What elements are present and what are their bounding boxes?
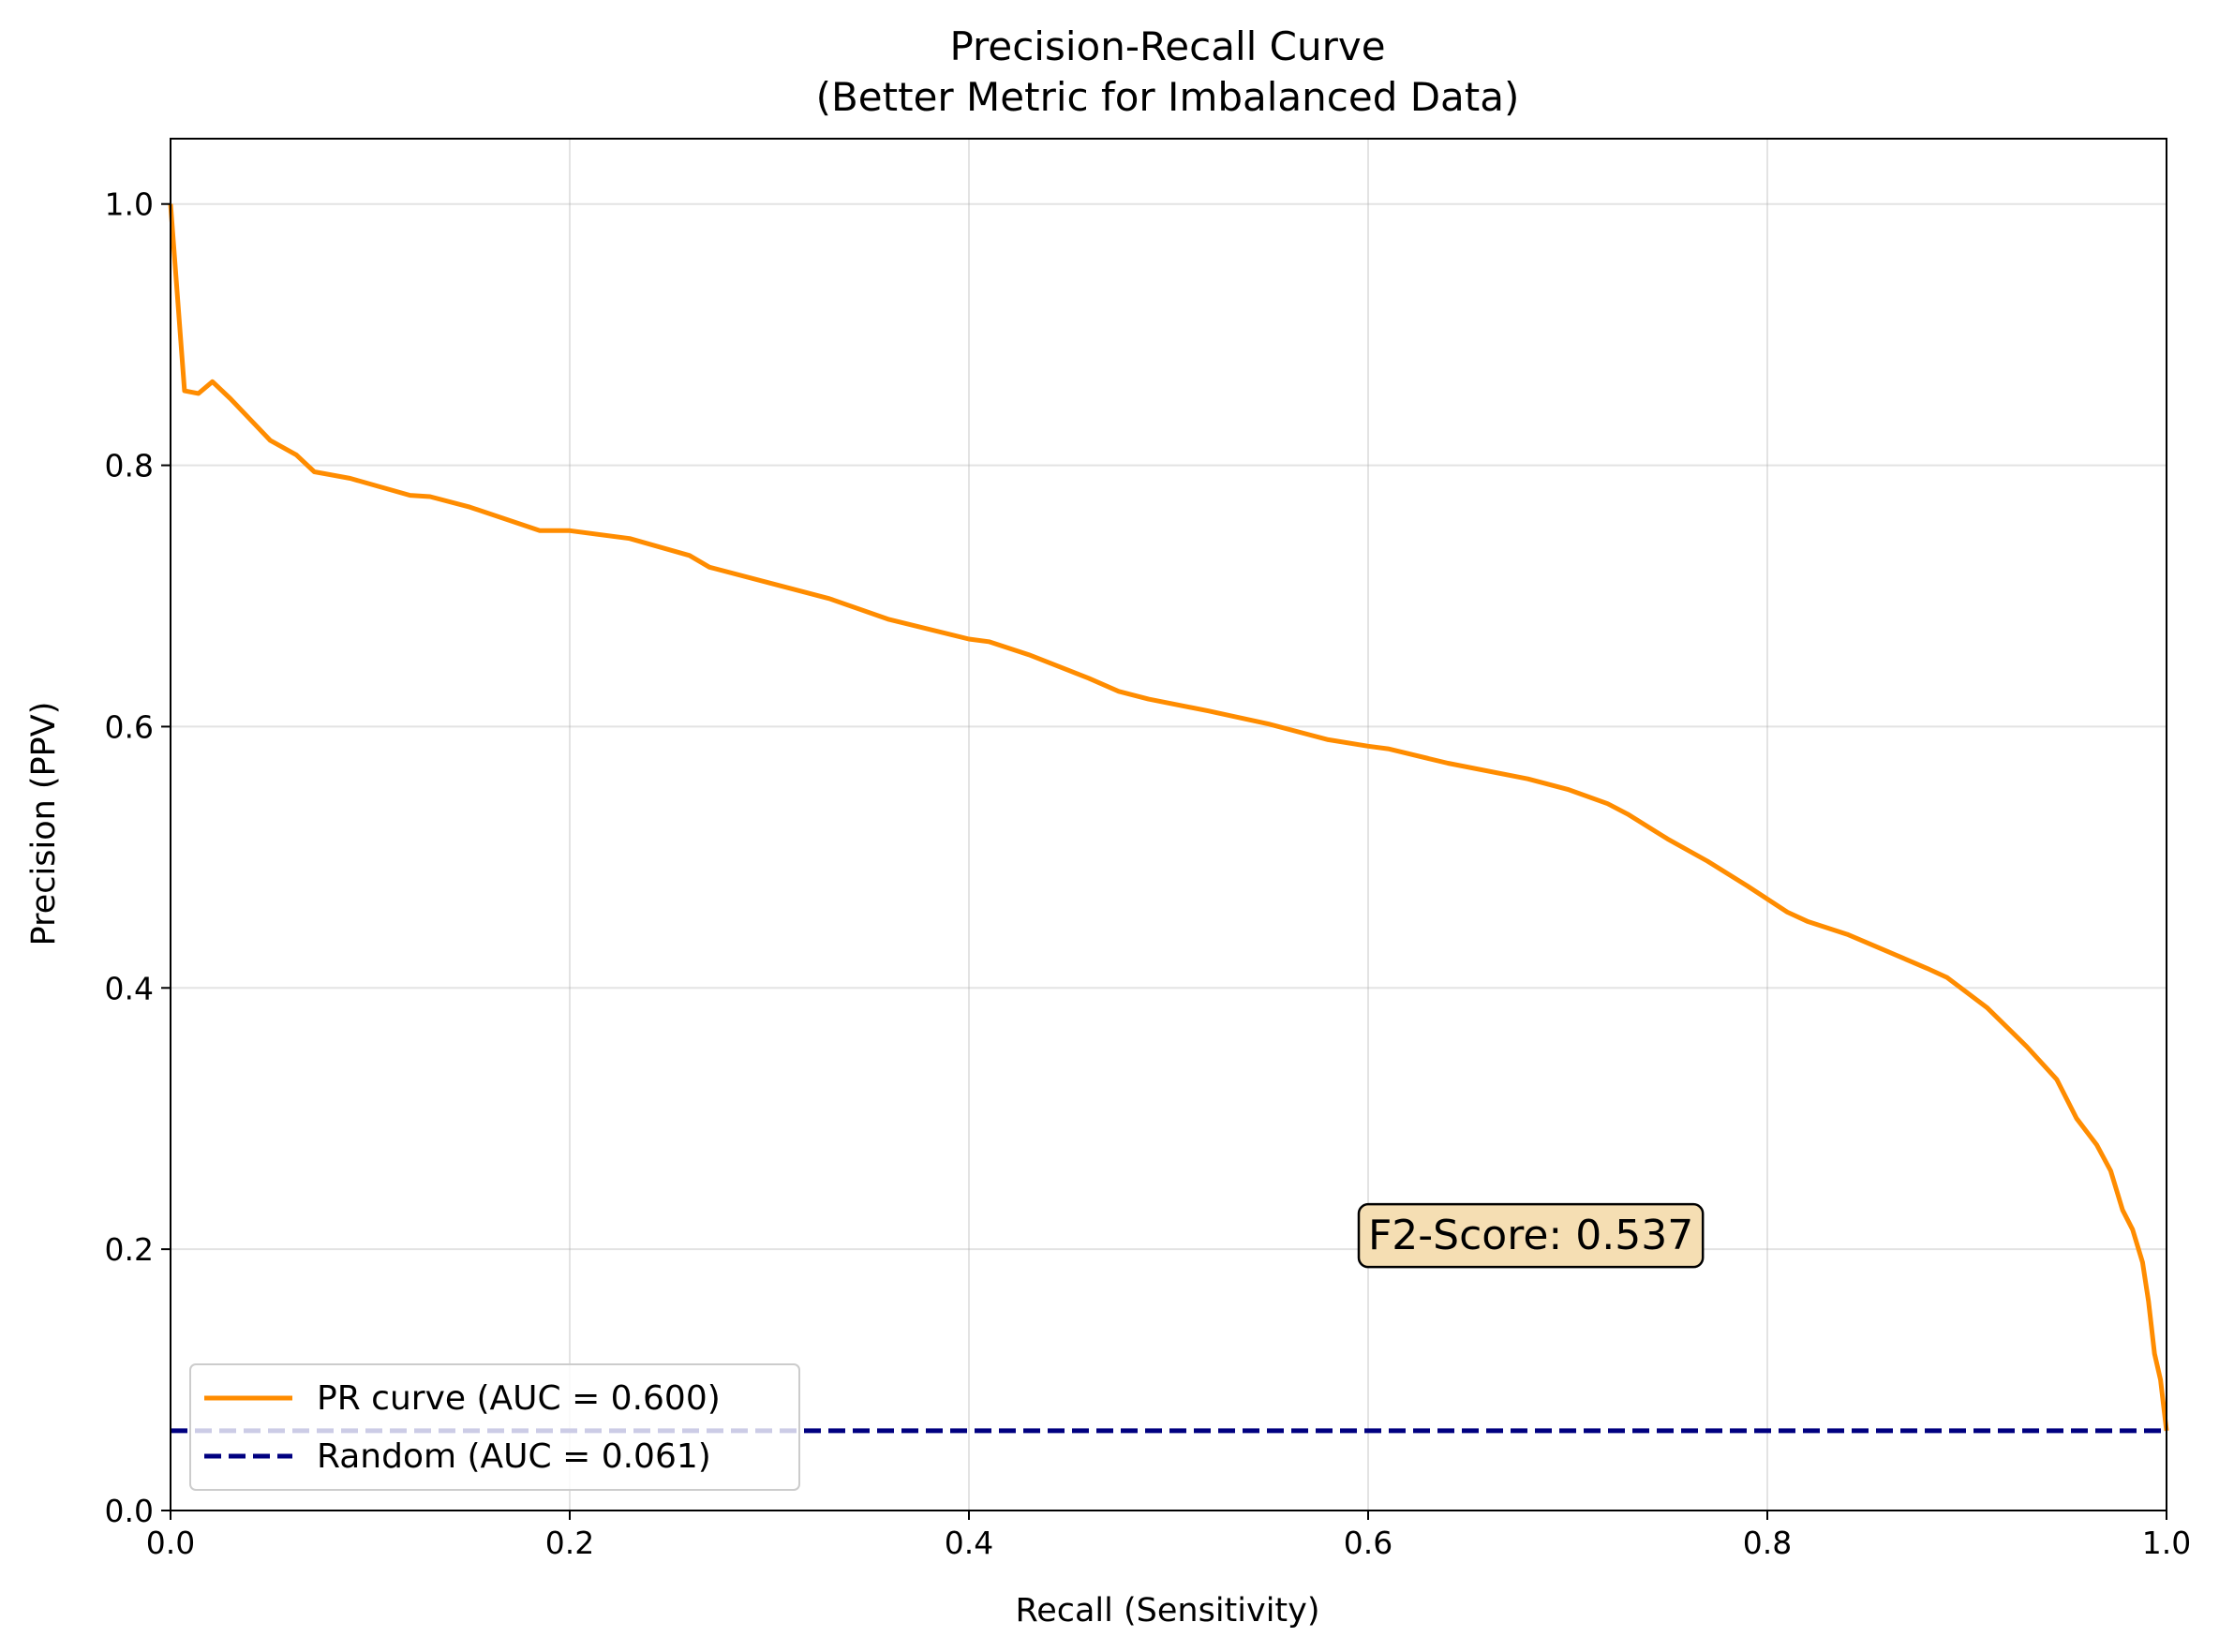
y-tick-label: 0.2: [105, 1231, 154, 1268]
chart-subtitle: (Better Metric for Imbalanced Data): [816, 74, 1520, 120]
legend-label-pr-curve: PR curve (AUC = 0.600): [317, 1379, 721, 1418]
y-tick-label: 1.0: [105, 186, 154, 223]
f2-annotation-text: F2-Score: 0.537: [1368, 1212, 1693, 1259]
x-axis-label: Recall (Sensitivity): [1015, 1592, 1319, 1630]
series-layer: [168, 203, 2169, 1434]
y-tick-label: 0.4: [105, 970, 154, 1006]
y-tick-label: 0.0: [105, 1493, 154, 1529]
f2-annotation-box: [1357, 1202, 1705, 1269]
legend-box: [189, 1363, 800, 1491]
plot-frame: [170, 138, 2167, 1511]
grid: [170, 139, 2167, 1511]
ticks: 0.0 0.2 0.4 0.6 0.8 1.0 0.0 0.2 0.4 0.6 0.8 1.0: [105, 186, 2192, 1561]
y-tick-label: 0.8: [105, 448, 154, 484]
x-tick-label: 0.4: [945, 1525, 993, 1561]
x-tick-label: 0.6: [1344, 1525, 1392, 1561]
legend: PR curve (AUC = 0.600) Random (AUC = 0.0…: [189, 1363, 800, 1491]
x-tick-label: 1.0: [2142, 1525, 2191, 1561]
x-tick-label: 0.0: [146, 1525, 195, 1561]
x-tick-label: 0.8: [1743, 1525, 1792, 1561]
y-tick-label: 0.6: [105, 708, 154, 745]
pr-curve-line: [168, 203, 2169, 1432]
chart-title: Precision-Recall Curve: [949, 23, 1385, 69]
legend-label-random: Random (AUC = 0.061): [317, 1437, 711, 1476]
x-tick-label: 0.2: [545, 1525, 594, 1561]
y-axis-label: Precision (PPV): [25, 702, 63, 946]
f2-annotation: F2-Score: 0.537: [1357, 1202, 1705, 1269]
